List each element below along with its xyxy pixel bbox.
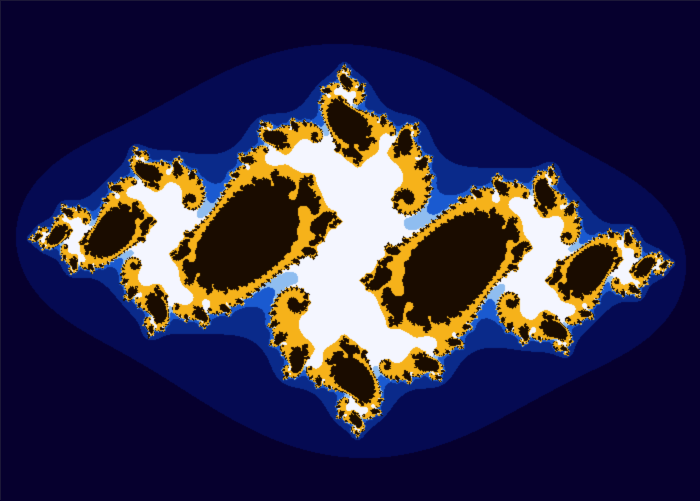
fractal-viewport bbox=[0, 0, 700, 501]
julia-set-fractal-image bbox=[1, 1, 700, 501]
